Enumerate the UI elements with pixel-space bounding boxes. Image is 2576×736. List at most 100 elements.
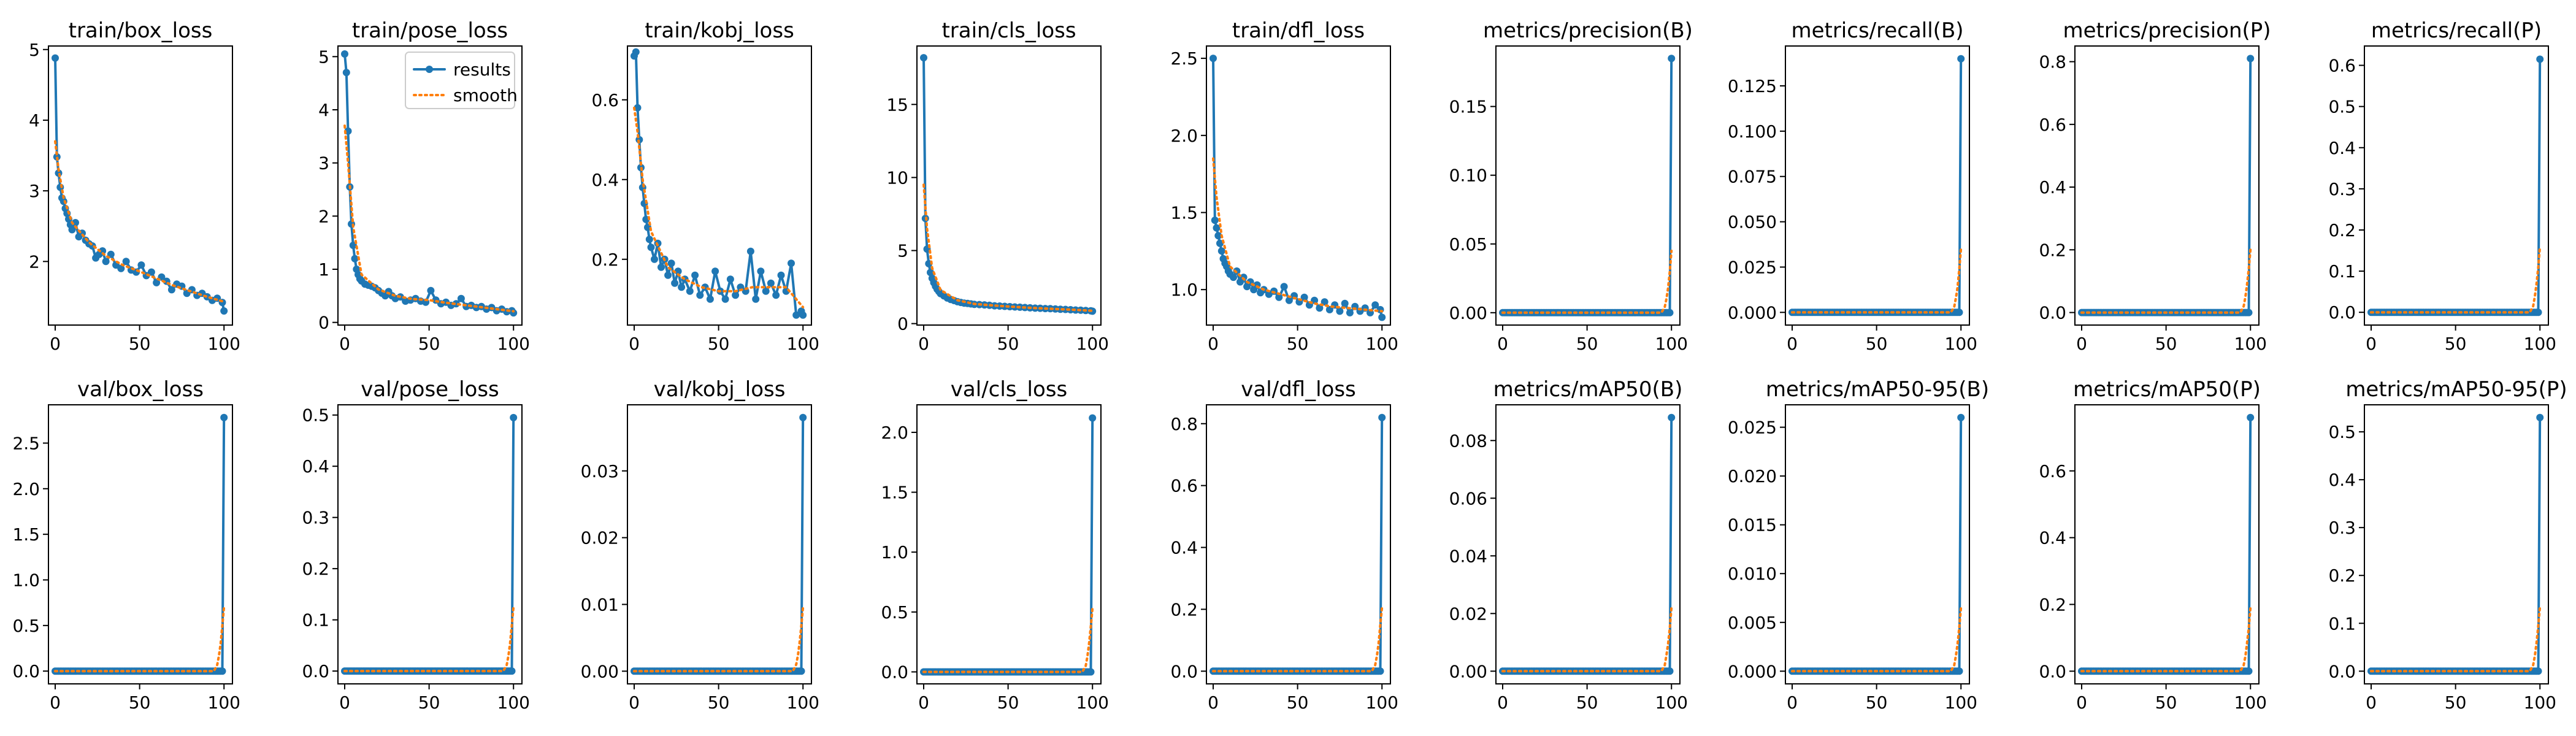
results-point xyxy=(667,259,675,267)
results-point xyxy=(777,271,785,279)
x-tick-label: 50 xyxy=(2155,334,2177,354)
results-point xyxy=(651,255,658,263)
x-tick-label: 50 xyxy=(997,692,1019,713)
results-point xyxy=(1957,413,1965,421)
results-point xyxy=(220,307,228,315)
results-point xyxy=(2536,55,2544,63)
y-tick-label: 0.4 xyxy=(2039,177,2066,197)
y-tick-label: 0.4 xyxy=(2328,470,2356,490)
y-tick-label: 0.4 xyxy=(302,456,329,477)
y-tick-label: 1.0 xyxy=(881,542,908,562)
y-tick-label: 0.2 xyxy=(2328,220,2356,240)
y-tick-label: 0.3 xyxy=(2328,179,2356,199)
results-point xyxy=(691,271,699,279)
results-point xyxy=(122,258,130,266)
results-point xyxy=(1666,309,1674,316)
results-point xyxy=(1280,283,1288,291)
subplot-title: metrics/mAP50(B) xyxy=(1493,377,1683,402)
subplot-4: train/dfl_loss 0 50 100 1.0 1.5 2.0 2.5 xyxy=(1170,18,1398,354)
y-tick-label: 0.01 xyxy=(581,594,619,615)
axes-frame xyxy=(48,45,233,326)
results-point xyxy=(721,295,729,303)
y-tick-label: 0.04 xyxy=(1449,546,1487,566)
x-tick-label: 100 xyxy=(497,334,530,354)
axes-frame xyxy=(2074,45,2260,326)
subplot-title: train/cls_loss xyxy=(941,18,1076,43)
subplot-title: metrics/recall(P) xyxy=(2371,18,2542,43)
subplot-14: metrics/mAP50(B) 0 50 100 0.00 0.02 0.04 0.06 0.… xyxy=(1449,377,1688,713)
smooth-line xyxy=(922,607,1094,673)
smooth-line xyxy=(1501,606,1673,673)
y-tick-label: 0.02 xyxy=(581,528,619,548)
smooth-line xyxy=(1212,606,1384,673)
x-tick-label: 50 xyxy=(2445,692,2467,713)
y-tick-label: 3 xyxy=(29,181,40,201)
y-tick-label: 2.0 xyxy=(12,479,40,499)
x-tick-label: 0 xyxy=(1497,334,1508,354)
results-point xyxy=(102,258,110,266)
results-point xyxy=(711,267,719,275)
smooth-line xyxy=(1791,606,1963,673)
results-point xyxy=(674,267,682,275)
results-point xyxy=(799,413,807,421)
results-point xyxy=(1300,293,1308,301)
y-tick-label: 0.00 xyxy=(1449,303,1487,323)
y-tick-label: 0.02 xyxy=(1449,604,1487,624)
axes-frame xyxy=(916,404,1102,684)
y-tick-label: 0.4 xyxy=(2328,138,2356,158)
x-tick-label: 50 xyxy=(708,334,730,354)
x-tick-label: 0 xyxy=(2366,334,2377,354)
results-point xyxy=(1371,301,1379,309)
axes-frame xyxy=(1206,45,1391,326)
smooth-line xyxy=(2080,606,2252,673)
x-tick-label: 0 xyxy=(1208,692,1219,713)
results-point xyxy=(1955,667,1963,675)
smooth-line xyxy=(343,125,515,313)
results-point xyxy=(1341,299,1349,307)
axes-frame xyxy=(337,404,523,684)
y-tick-label: 0.0 xyxy=(12,661,40,681)
y-tick-label: 0.8 xyxy=(2039,52,2066,72)
y-tick-label: 0.5 xyxy=(2328,422,2356,442)
x-tick-label: 50 xyxy=(1576,692,1598,713)
y-tick-label: 2.0 xyxy=(881,423,908,443)
x-tick-label: 100 xyxy=(787,334,819,354)
subplot-3: train/cls_loss 0 50 100 0 5 10 15 xyxy=(886,18,1109,354)
y-tick-label: 0.3 xyxy=(302,508,329,528)
results-point xyxy=(218,667,226,675)
results-point xyxy=(68,226,76,234)
smooth-line xyxy=(633,606,805,673)
y-tick-label: 0.010 xyxy=(1728,564,1777,584)
results-point xyxy=(452,300,460,308)
y-tick-label: 0.2 xyxy=(1170,599,1198,619)
subplot-6: metrics/recall(B) 0 50 100 0.000 0.025 0.050 0.… xyxy=(1728,18,1977,354)
results-point xyxy=(647,243,655,251)
results-point xyxy=(2245,309,2253,316)
subplot-12: val/cls_loss 0 50 100 0.0 0.5 1.0 1.5 2.0 xyxy=(881,377,1108,713)
results-point xyxy=(657,263,665,271)
y-tick-label: 0.15 xyxy=(1449,97,1487,117)
x-tick-label: 0 xyxy=(1497,692,1508,713)
subplot-9: val/box_loss 0 50 100 0.0 0.5 1.0 1.5 2.0 2.5 xyxy=(12,377,240,713)
results-point xyxy=(686,287,694,295)
results-point xyxy=(752,295,760,303)
x-tick-label: 50 xyxy=(997,334,1019,354)
subplot-title: val/dfl_loss xyxy=(1241,377,1356,402)
subplot-title: metrics/mAP50-95(P) xyxy=(2345,377,2567,402)
results-point xyxy=(797,667,805,675)
y-tick-label: 0.06 xyxy=(1449,488,1487,508)
y-tick-label: 2.5 xyxy=(1170,48,1198,69)
y-tick-label: 0.00 xyxy=(581,661,619,681)
y-tick-label: 1.0 xyxy=(12,570,40,590)
y-tick-label: 0 xyxy=(318,313,329,333)
axes-frame xyxy=(1785,404,1970,684)
y-tick-label: 15 xyxy=(886,94,908,115)
subplot-16: metrics/mAP50(P) 0 50 100 0.0 0.2 0.4 0.6 xyxy=(2039,377,2266,713)
smooth-line xyxy=(54,140,226,303)
x-tick-label: 100 xyxy=(1945,692,1977,713)
y-tick-label: 0.050 xyxy=(1728,212,1777,232)
x-tick-label: 50 xyxy=(1866,334,1888,354)
y-tick-label: 0.0 xyxy=(2039,661,2066,681)
results-point xyxy=(510,309,518,317)
